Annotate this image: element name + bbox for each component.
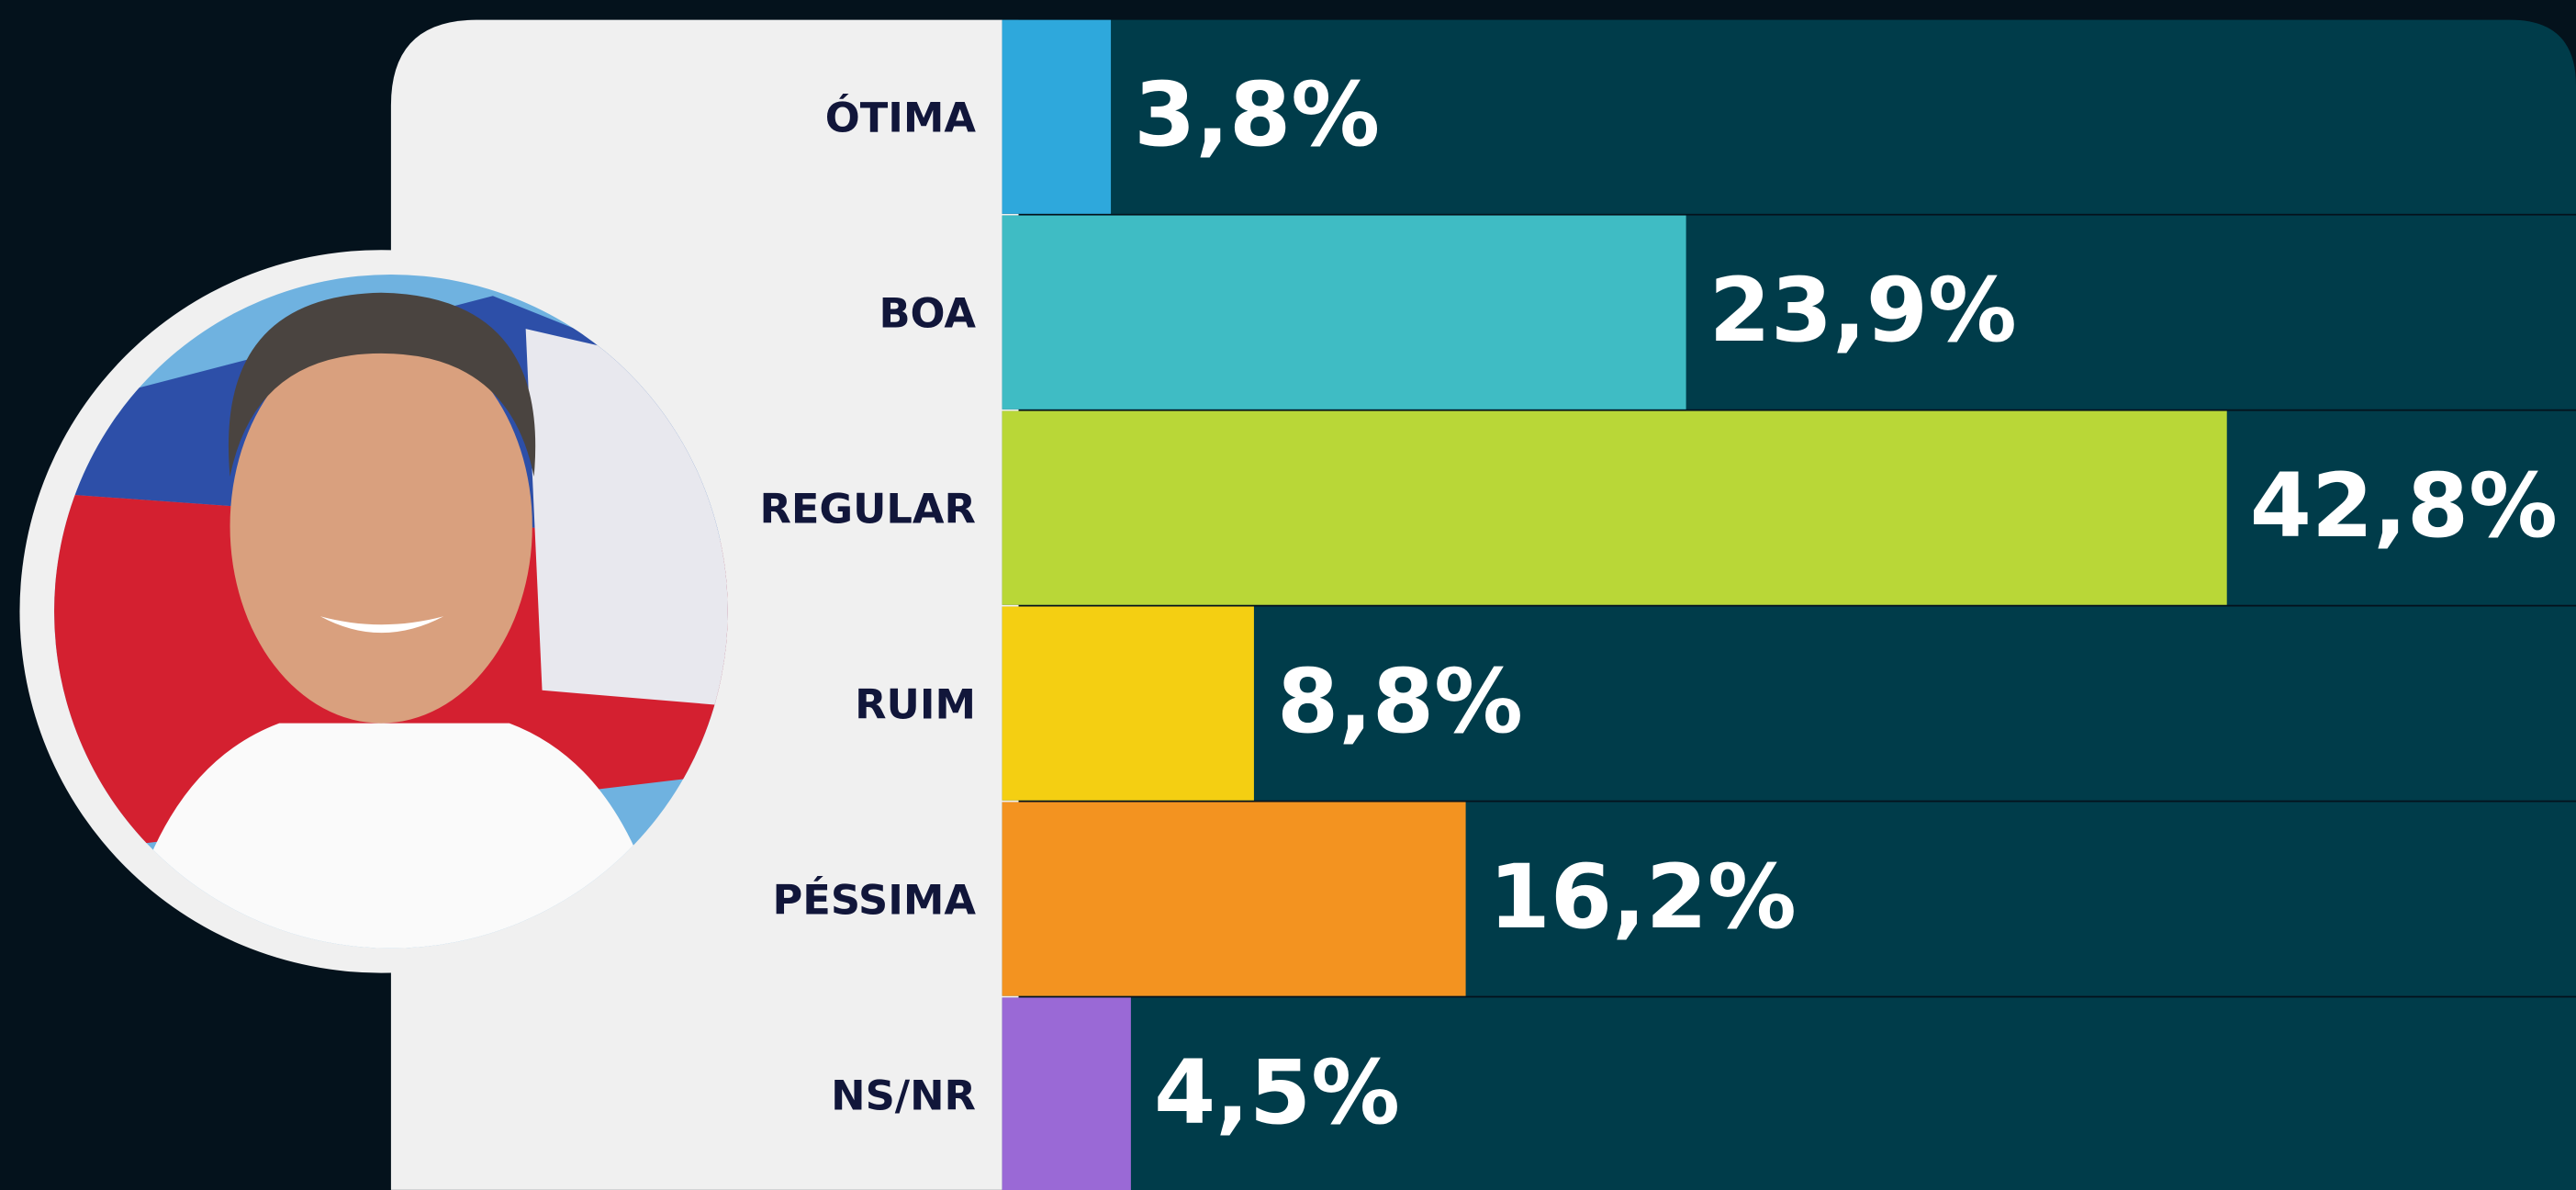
bar	[1002, 997, 1131, 1190]
category-label: PÉSSIMA	[773, 876, 977, 925]
category-label: BOA	[879, 289, 976, 338]
bar	[1002, 215, 1686, 410]
bar	[1002, 19, 1112, 214]
category-label: REGULAR	[759, 485, 976, 533]
value-label: 8,8%	[1277, 649, 1523, 753]
value-label: 16,2%	[1489, 845, 1797, 949]
category-label: ÓTIMA	[825, 94, 977, 142]
category-label: NS/NR	[831, 1071, 976, 1119]
value-label: 42,8%	[2250, 454, 2558, 557]
bar	[1002, 802, 1466, 996]
row-background	[1002, 606, 2576, 801]
value-label: 3,8%	[1134, 62, 1380, 166]
row-background	[1002, 997, 2576, 1190]
bar	[1002, 410, 2227, 605]
category-label: RUIM	[855, 680, 976, 729]
row-background	[1002, 19, 2576, 214]
bar	[1002, 606, 1254, 801]
value-label: 4,5%	[1154, 1040, 1400, 1144]
photo	[54, 275, 728, 949]
value-label: 23,9%	[1709, 258, 2017, 362]
